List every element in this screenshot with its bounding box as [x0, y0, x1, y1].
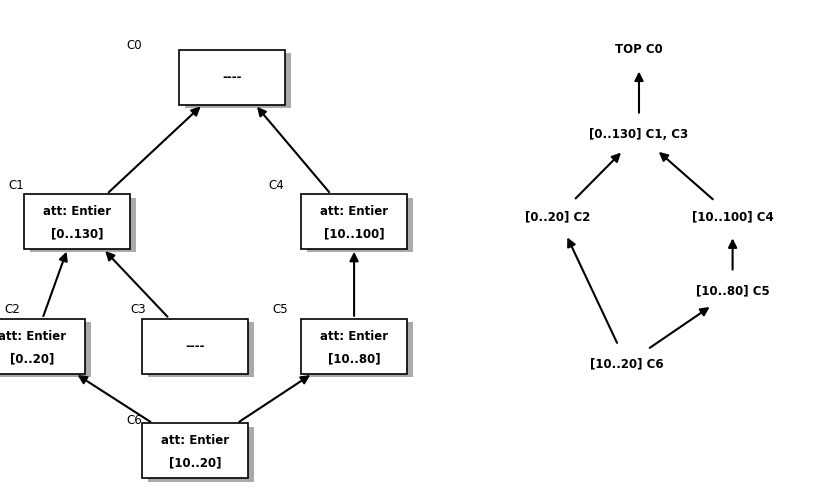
FancyBboxPatch shape [301, 194, 407, 249]
Text: ----: ---- [222, 71, 242, 84]
Text: att: Entier: att: Entier [0, 330, 67, 343]
FancyBboxPatch shape [0, 322, 91, 377]
Text: C6: C6 [126, 414, 142, 427]
Text: C2: C2 [4, 303, 20, 316]
FancyBboxPatch shape [301, 319, 407, 374]
Text: att: Entier: att: Entier [320, 330, 388, 343]
FancyBboxPatch shape [307, 322, 413, 377]
FancyBboxPatch shape [24, 194, 130, 249]
FancyBboxPatch shape [142, 319, 248, 374]
Text: [10..80] C5: [10..80] C5 [696, 285, 769, 298]
Text: C3: C3 [130, 303, 146, 316]
Text: [10..100] C4: [10..100] C4 [692, 210, 773, 223]
Text: [10..80]: [10..80] [328, 352, 380, 365]
FancyBboxPatch shape [148, 427, 254, 482]
FancyBboxPatch shape [30, 198, 136, 252]
Text: [0..20] C2: [0..20] C2 [525, 210, 590, 223]
Text: [10..20] C6: [10..20] C6 [590, 357, 663, 370]
Text: C5: C5 [273, 303, 288, 316]
Text: [0..130]: [0..130] [51, 228, 103, 241]
Text: [10..100]: [10..100] [324, 228, 384, 241]
Text: [10..20]: [10..20] [169, 457, 221, 470]
Text: [0..20]: [0..20] [11, 352, 55, 365]
FancyBboxPatch shape [307, 198, 413, 252]
Text: C4: C4 [269, 179, 284, 192]
FancyBboxPatch shape [185, 53, 291, 108]
Text: ----: ---- [186, 340, 205, 353]
FancyBboxPatch shape [142, 423, 248, 478]
Text: [0..130] C1, C3: [0..130] C1, C3 [589, 128, 689, 141]
Text: att: Entier: att: Entier [320, 205, 388, 218]
Text: C1: C1 [8, 179, 24, 192]
Text: att: Entier: att: Entier [161, 434, 230, 447]
Text: C0: C0 [126, 39, 142, 52]
Text: att: Entier: att: Entier [43, 205, 112, 218]
FancyBboxPatch shape [0, 319, 85, 374]
FancyBboxPatch shape [148, 322, 254, 377]
FancyBboxPatch shape [179, 50, 285, 105]
Text: TOP C0: TOP C0 [615, 43, 663, 56]
